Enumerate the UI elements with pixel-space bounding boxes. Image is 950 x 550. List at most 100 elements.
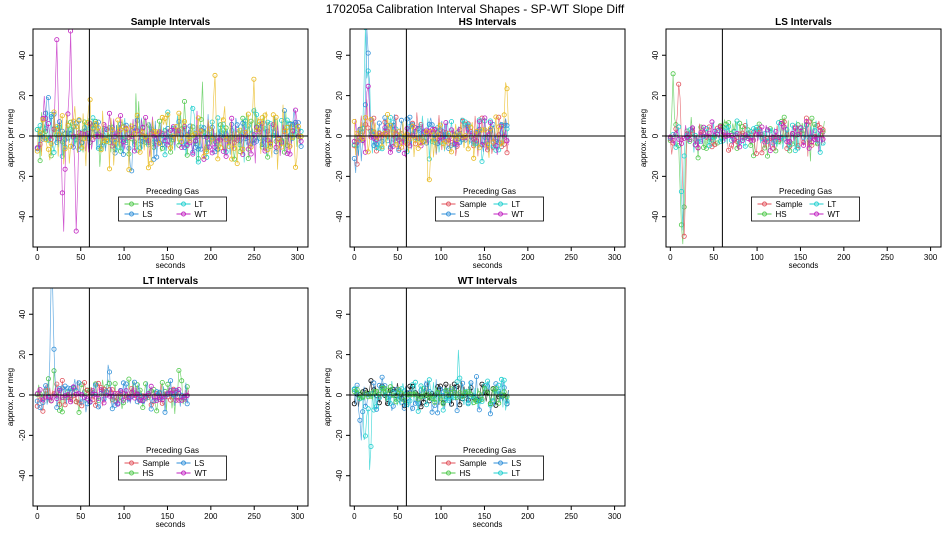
data-point bbox=[279, 144, 285, 150]
chart-title: Sample Intervals bbox=[131, 17, 211, 28]
data-point bbox=[57, 407, 63, 413]
data-point bbox=[123, 388, 129, 394]
data-point bbox=[740, 124, 746, 130]
data-point bbox=[765, 153, 771, 159]
data-point bbox=[387, 400, 393, 406]
legend-swatch-point bbox=[446, 470, 451, 476]
data-point bbox=[51, 393, 57, 399]
data-point bbox=[498, 376, 504, 382]
data-point bbox=[145, 391, 151, 397]
data-point bbox=[784, 139, 790, 145]
data-point bbox=[79, 145, 85, 151]
legend-title: Preceding Gas bbox=[779, 187, 832, 196]
data-point bbox=[676, 136, 682, 142]
data-point bbox=[373, 134, 379, 140]
data-point bbox=[76, 391, 82, 397]
data-point bbox=[95, 125, 101, 131]
data-point bbox=[134, 399, 140, 405]
data-point bbox=[48, 398, 54, 404]
data-point bbox=[156, 118, 162, 124]
legend-swatch-point bbox=[446, 460, 451, 466]
legend: Preceding Gas Sample LS HS WT bbox=[118, 446, 227, 481]
data-point bbox=[37, 397, 43, 403]
data-point bbox=[95, 404, 101, 410]
data-point bbox=[803, 115, 809, 121]
x-tick-label: 0 bbox=[35, 512, 40, 521]
data-point bbox=[120, 380, 126, 386]
data-point bbox=[443, 120, 449, 126]
data-point bbox=[762, 139, 768, 145]
x-tick-label: 150 bbox=[478, 253, 492, 262]
data-point bbox=[143, 115, 149, 121]
data-point bbox=[87, 97, 93, 103]
x-tick-label: 200 bbox=[204, 253, 218, 262]
data-point bbox=[485, 383, 491, 389]
data-point bbox=[415, 145, 421, 151]
data-point bbox=[234, 122, 240, 128]
data-point bbox=[90, 388, 96, 394]
data-point bbox=[134, 112, 140, 118]
data-point bbox=[148, 406, 154, 412]
data-point bbox=[393, 142, 399, 148]
legend-entry-hs: HS bbox=[460, 469, 471, 478]
data-point bbox=[76, 380, 82, 386]
data-point bbox=[101, 386, 107, 392]
data-point bbox=[267, 121, 273, 127]
data-point bbox=[45, 376, 51, 382]
data-point bbox=[695, 145, 701, 151]
data-point bbox=[51, 149, 57, 155]
data-point bbox=[37, 158, 43, 164]
data-point bbox=[493, 386, 499, 392]
data-point bbox=[390, 403, 396, 409]
data-point bbox=[767, 148, 773, 154]
data-point bbox=[678, 222, 684, 228]
data-point bbox=[371, 407, 377, 413]
data-point bbox=[670, 131, 676, 137]
data-point bbox=[140, 404, 146, 410]
y-tick-label: -20 bbox=[651, 170, 660, 182]
data-point bbox=[501, 389, 507, 395]
data-point bbox=[504, 150, 510, 156]
data-point bbox=[54, 124, 60, 130]
data-point bbox=[698, 124, 704, 130]
data-point bbox=[678, 137, 684, 143]
data-point bbox=[407, 398, 413, 404]
data-point bbox=[273, 114, 279, 120]
data-point bbox=[107, 393, 113, 399]
data-point bbox=[385, 112, 391, 118]
data-point bbox=[181, 119, 187, 125]
data-point bbox=[412, 125, 418, 131]
data-point bbox=[385, 395, 391, 401]
data-point bbox=[276, 136, 282, 142]
data-point bbox=[115, 390, 121, 396]
legend-swatch-point bbox=[129, 211, 134, 217]
data-point bbox=[362, 149, 368, 155]
data-point bbox=[712, 142, 718, 148]
data-point bbox=[393, 399, 399, 405]
data-point bbox=[148, 160, 154, 166]
data-point bbox=[753, 125, 759, 131]
data-point bbox=[107, 369, 113, 375]
data-point bbox=[404, 402, 410, 408]
chart-panel-2: HS Intervals 0 50 100 150 200 250 300 -40 -20 0 20 4… bbox=[323, 17, 626, 270]
x-tick-label: 100 bbox=[750, 253, 764, 262]
x-axis-label: seconds bbox=[789, 261, 819, 270]
data-point bbox=[423, 129, 429, 135]
x-axis-label: seconds bbox=[473, 261, 503, 270]
data-point bbox=[187, 123, 193, 129]
data-point bbox=[496, 139, 502, 145]
data-point bbox=[173, 124, 179, 130]
data-point bbox=[168, 397, 174, 403]
data-point bbox=[407, 114, 413, 120]
data-point bbox=[692, 132, 698, 138]
y-axis-label: approx. per meg bbox=[323, 109, 332, 167]
data-point bbox=[140, 397, 146, 403]
data-point bbox=[379, 385, 385, 391]
data-point bbox=[701, 124, 707, 130]
data-point bbox=[126, 145, 132, 151]
data-point bbox=[443, 387, 449, 393]
data-point bbox=[104, 138, 110, 144]
data-point bbox=[45, 146, 51, 152]
data-point bbox=[740, 138, 746, 144]
data-point bbox=[410, 382, 416, 388]
